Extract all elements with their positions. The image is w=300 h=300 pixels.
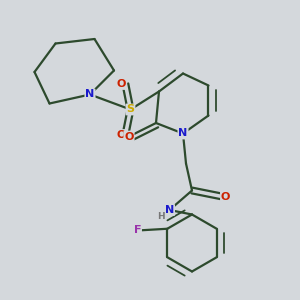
Text: N: N	[178, 128, 188, 139]
Text: S: S	[127, 104, 134, 115]
Text: O: O	[124, 131, 134, 142]
Text: O: O	[116, 79, 126, 89]
Text: H: H	[157, 212, 165, 221]
Text: O: O	[221, 191, 230, 202]
Text: O: O	[116, 130, 126, 140]
Text: N: N	[85, 89, 94, 100]
Text: F: F	[134, 225, 141, 235]
Text: N: N	[165, 205, 174, 215]
